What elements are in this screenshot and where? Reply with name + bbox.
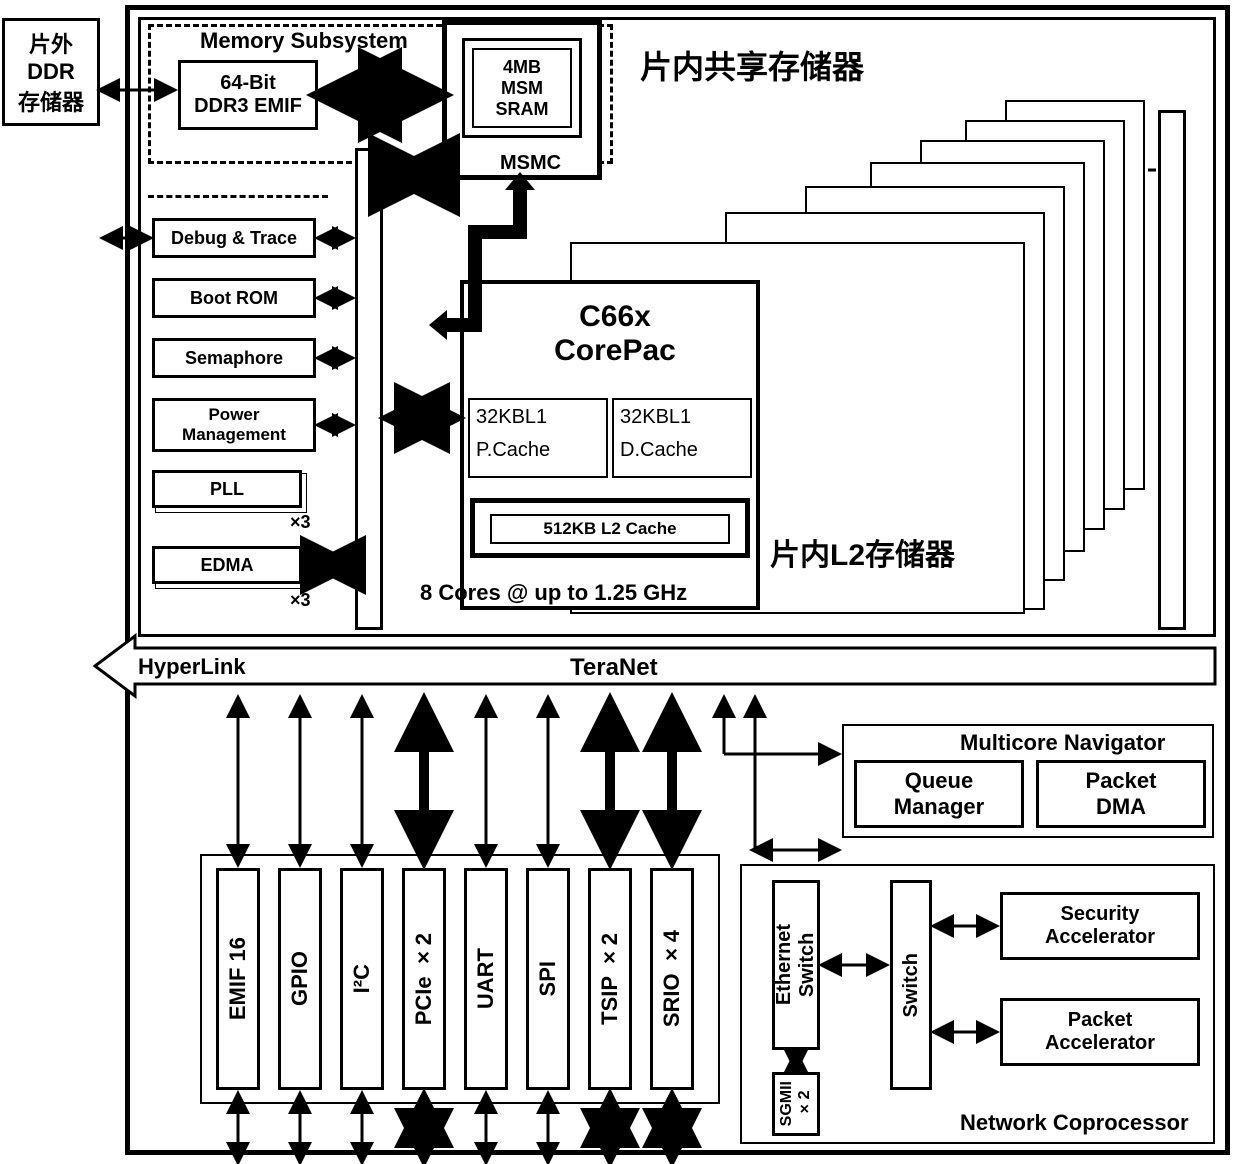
io-srio-label: SRIO ×4 xyxy=(659,930,685,1027)
io-pcie: PCIe ×2 xyxy=(402,868,446,1090)
edma-mult: ×3 xyxy=(290,590,311,611)
io-emif16-label: EMIF 16 xyxy=(225,937,251,1020)
io-tsip: TSIP ×2 xyxy=(588,868,632,1090)
boot-rom-label: Boot ROM xyxy=(190,288,278,309)
packet-acc-box: Packet Accelerator xyxy=(1000,998,1200,1066)
corepac-title: C66x CorePac xyxy=(540,300,690,368)
msmc-label: MSMC xyxy=(500,152,561,175)
power-mgmt-box: Power Management xyxy=(152,398,316,452)
io-i2c: I²C xyxy=(340,868,384,1090)
memory-subsystem-title: Memory Subsystem xyxy=(200,28,408,54)
io-spi: SPI xyxy=(526,868,570,1090)
external-ddr-label: 片外 DDR 存储器 xyxy=(18,27,84,117)
vertical-bus-left xyxy=(355,148,383,630)
io-srio: SRIO ×4 xyxy=(650,868,694,1090)
l1d-box: 32KBL1 D.Cache xyxy=(612,398,752,478)
packet-dma-label: Packet DMA xyxy=(1086,768,1157,820)
debug-trace-label: Debug & Trace xyxy=(171,228,297,249)
l1p-cache: P.Cache xyxy=(476,439,600,462)
debug-trace-box: Debug & Trace xyxy=(152,218,316,258)
external-ddr-box: 片外 DDR 存储器 xyxy=(2,18,100,126)
cores-label: 8 Cores @ up to 1.25 GHz xyxy=(420,580,687,606)
power-mgmt-label: Power Management xyxy=(182,405,286,445)
switch-label: Switch xyxy=(900,953,923,1017)
io-uart: UART xyxy=(464,868,508,1090)
semaphore-label: Semaphore xyxy=(185,348,283,369)
security-acc-box: Security Accelerator xyxy=(1000,892,1200,960)
sgmii-box: SGMII ×2 xyxy=(772,1072,820,1136)
msm-sram-inner: 4MB MSM SRAM xyxy=(472,48,572,128)
edma-label: EDMA xyxy=(201,555,254,576)
io-pcie-label: PCIe ×2 xyxy=(411,933,437,1025)
shared-mem-label: 片内共享存储器 xyxy=(640,42,864,88)
l2-cache-inner: 512KB L2 Cache xyxy=(490,514,730,544)
pll-mult: ×3 xyxy=(290,512,311,533)
io-i2c-label: I²C xyxy=(349,964,375,993)
io-uart-label: UART xyxy=(473,948,499,1009)
l1p-size: 32KBL1 xyxy=(476,406,600,429)
switch-box: Switch xyxy=(890,880,932,1090)
vertical-bus-right xyxy=(1158,110,1186,630)
semaphore-box: Semaphore xyxy=(152,338,316,378)
io-gpio: GPIO xyxy=(278,868,322,1090)
boot-rom-box: Boot ROM xyxy=(152,278,316,318)
l1d-cache: D.Cache xyxy=(620,439,744,462)
io-tsip-label: TSIP ×2 xyxy=(597,933,623,1025)
sgmii-label: SGMII ×2 xyxy=(778,1081,814,1126)
ethernet-switch-label: Ethernet Switch xyxy=(773,924,819,1005)
queue-mgr-label: Queue Manager xyxy=(894,768,984,820)
io-emif16: EMIF 16 xyxy=(216,868,260,1090)
queue-mgr-box: Queue Manager xyxy=(854,760,1024,828)
io-spi-label: SPI xyxy=(535,961,561,996)
packet-acc-label: Packet Accelerator xyxy=(1045,1009,1155,1055)
packet-dma-box: Packet DMA xyxy=(1036,760,1206,828)
edma-box: EDMA xyxy=(152,546,302,584)
hyperlink-label: HyperLink xyxy=(138,654,246,680)
netcp-title: Network Coprocessor xyxy=(960,1110,1189,1136)
l2-mem-label: 片内L2存储器 xyxy=(770,530,955,574)
ddr3-emif-box: 64-Bit DDR3 EMIF xyxy=(178,60,318,130)
navigator-title: Multicore Navigator xyxy=(960,730,1165,756)
pll-box: PLL xyxy=(152,470,302,508)
ethernet-switch-box: Ethernet Switch xyxy=(772,880,820,1050)
security-acc-label: Security Accelerator xyxy=(1045,903,1155,949)
msm-sram-label: 4MB MSM SRAM xyxy=(496,57,549,120)
teranet-label: TeraNet xyxy=(570,654,658,682)
l1d-size: 32KBL1 xyxy=(620,406,744,429)
left-dashed-top xyxy=(148,195,328,198)
pll-label: PLL xyxy=(210,479,244,500)
l2-cache-label: 512KB L2 Cache xyxy=(543,519,676,539)
io-gpio-label: GPIO xyxy=(287,951,313,1006)
ddr3-emif-label: 64-Bit DDR3 EMIF xyxy=(194,72,302,118)
l1p-box: 32KBL1 P.Cache xyxy=(468,398,608,478)
